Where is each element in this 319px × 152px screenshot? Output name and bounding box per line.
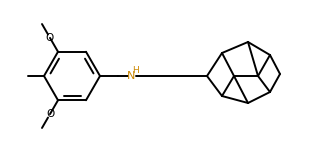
Text: N: N: [127, 71, 135, 81]
Text: H: H: [132, 66, 139, 75]
Text: O: O: [46, 33, 54, 43]
Text: O: O: [46, 109, 54, 119]
